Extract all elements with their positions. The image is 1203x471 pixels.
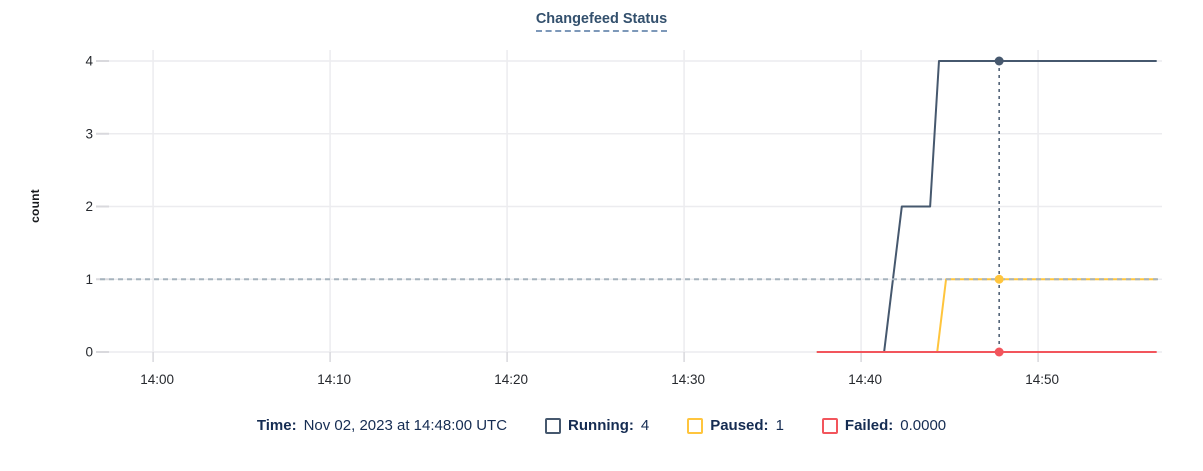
legend-paused-value: 1: [775, 417, 784, 434]
legend-time-label: Time:: [256, 417, 297, 434]
running-swatch-icon: [545, 417, 562, 434]
x-tick-label: 14:50: [1025, 372, 1059, 387]
y-axis-title: count: [28, 189, 42, 223]
chart-title[interactable]: Changefeed Status: [535, 11, 668, 32]
chart-title-row: Changefeed Status: [0, 10, 1203, 32]
hover-dot-failed: [994, 347, 1004, 357]
chart-legend: Time: Nov 02, 2023 at 14:48:00 UTC Runni…: [0, 417, 1203, 434]
legend-time: Time: Nov 02, 2023 at 14:48:00 UTC: [257, 417, 507, 434]
legend-running-value: 4: [640, 417, 650, 434]
x-tick-label: 14:40: [848, 372, 882, 387]
series-line-paused: [816, 278, 1157, 353]
y-tick-label: 4: [85, 54, 93, 69]
y-tick-label: 2: [85, 199, 93, 214]
x-tick-label: 14:20: [494, 372, 528, 387]
y-tick-label: 1: [85, 272, 93, 287]
legend-failed-label: Failed:: [844, 417, 894, 434]
legend-item-running[interactable]: Running: 4: [545, 417, 649, 434]
legend-failed-value: 0.0000: [900, 417, 947, 434]
hover-dot-paused: [994, 274, 1004, 284]
legend-running-label: Running:: [568, 417, 634, 434]
y-tick-label: 0: [85, 345, 93, 360]
y-tick-label: 3: [85, 126, 93, 141]
x-tick-label: 14:30: [671, 372, 705, 387]
x-tick-label: 14:10: [317, 372, 351, 387]
hover-dot-running: [994, 56, 1004, 66]
failed-swatch-icon: [821, 417, 838, 434]
legend-time-value: Nov 02, 2023 at 14:48:00 UTC: [303, 417, 508, 434]
paused-swatch-icon: [687, 417, 704, 434]
x-tick-label: 14:00: [140, 372, 174, 387]
legend-paused-label: Paused:: [710, 417, 769, 434]
legend-item-failed[interactable]: Failed: 0.0000: [821, 417, 947, 434]
legend-item-paused[interactable]: Paused: 1: [687, 417, 784, 434]
